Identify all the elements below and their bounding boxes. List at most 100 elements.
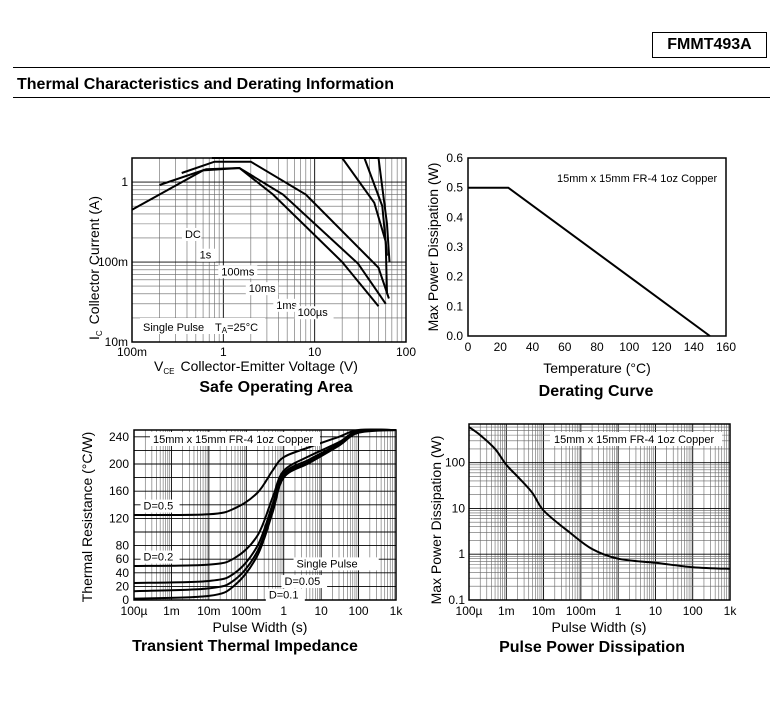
tti-x-axis-label: Pulse Width (s) [213, 619, 308, 635]
soa-series-label: 100µs [298, 307, 329, 319]
derating-x-tick-label: 100 [619, 340, 639, 354]
derating-x-tick-label: 60 [558, 340, 572, 354]
tti-series-label: D=0.05 [285, 576, 321, 588]
tti-series-label-bg [140, 550, 180, 564]
tti-y-tick-label: 160 [109, 484, 129, 498]
soa-y-axis-label: IC Collector Current (A) [86, 196, 104, 340]
soa-series-label-bg [245, 282, 279, 296]
soa-annotation-ta-val: =25°C [227, 322, 258, 334]
tti-y-tick-label: 40 [116, 566, 130, 580]
soa-x-axis-label-sub: CE [163, 367, 174, 376]
header-rule-bottom [13, 97, 770, 98]
soa-series-label: 1ms [276, 300, 297, 312]
soa-series-label: 100ms [221, 266, 255, 278]
tti-series-label-bg [281, 575, 328, 589]
plot-frame [467, 157, 727, 337]
tti-x-tick-label: 1m [163, 604, 180, 618]
tti-x-tick-label: 100µ [121, 604, 148, 618]
soa-x-axis-label-rest: Collector-Emitter Voltage (V) [180, 358, 357, 374]
tti-x-tick-label: 1k [390, 604, 404, 618]
soa-series-label-bg [273, 298, 300, 312]
tti-series-label: D=0.1 [269, 590, 299, 602]
soa-series-label-bg [218, 265, 258, 279]
ppd-annotation: 15mm x 15mm FR-4 1oz Copper [554, 434, 714, 446]
tti-y-tick-label: 20 [116, 579, 130, 593]
tti-series-line [133, 429, 397, 600]
ppd-x-tick-label: 10m [532, 604, 555, 618]
tti-x-tick-label: 100m [231, 604, 261, 618]
ppd-annotation-bg [550, 432, 722, 446]
soa-series-line [159, 166, 387, 305]
part-number-box: FMMT493A [652, 32, 767, 58]
header-rule-top [13, 67, 770, 68]
ppd-x-tick-label: 1k [724, 604, 738, 618]
soa-y-tick-label: 10m [105, 335, 128, 349]
derating-annotation: 15mm x 15mm FR-4 1oz Copper [557, 173, 717, 185]
soa-x-tick-label: 10 [308, 345, 322, 359]
soa-series-label: 10ms [249, 283, 276, 295]
soa-y-tick-label: 1 [121, 175, 128, 189]
tti-x-tick-label: 10 [314, 604, 328, 618]
ppd-line [468, 426, 731, 570]
soa-annotation-bg [140, 318, 265, 334]
derating-x-tick-label: 120 [651, 340, 671, 354]
tti-series-label: D=0.5 [144, 501, 174, 513]
part-number: FMMT493A [667, 36, 752, 53]
ppd-x-tick-label: 100µ [456, 604, 483, 618]
derating-y-tick-label: 0.0 [446, 329, 463, 343]
plot-frame [468, 423, 731, 601]
tti-x-tick-label: 10m [197, 604, 220, 618]
soa-x-tick-label: 1 [220, 345, 227, 359]
derating-x-tick-label: 20 [494, 340, 508, 354]
ppd-y-tick-label: 10 [452, 501, 466, 515]
tti-y-tick-label: 240 [109, 430, 129, 444]
derating-x-tick-label: 40 [526, 340, 540, 354]
soa-x-tick-label: 100 [396, 345, 416, 359]
derating-y-tick-label: 0.1 [446, 299, 463, 313]
tti-y-tick-label: 60 [116, 552, 130, 566]
soa-annotation-ta-sub: A [222, 326, 228, 335]
soa-title: Safe Operating Area [199, 379, 352, 396]
derating-line [468, 186, 711, 337]
derating-y-tick-label: 0.4 [446, 210, 463, 224]
soa-series-line [294, 157, 391, 263]
ppd-x-tick-label: 100 [683, 604, 703, 618]
derating-y-tick-label: 0.5 [446, 181, 463, 195]
derating-y-tick-label: 0.6 [446, 151, 463, 165]
tti-y-tick-label: 80 [116, 539, 130, 553]
soa-series-line [181, 160, 390, 299]
derating-x-tick-label: 140 [684, 340, 704, 354]
tti-series-label-bg [140, 499, 180, 513]
soa-series-label-bg [181, 227, 202, 241]
tti-x-tick-label: 100 [349, 604, 369, 618]
tti-annotation-bg [150, 432, 320, 446]
soa-y-axis-label-rest: Collector Current (A) [86, 196, 102, 324]
ppd-y-tick-label: 0.1 [448, 593, 465, 607]
ppd-x-tick-label: 1m [498, 604, 515, 618]
ppd-y-tick-label: 100 [445, 456, 465, 470]
ppd-x-axis-label: Pulse Width (s) [552, 619, 647, 635]
tti-series-label: Single Pulse [297, 558, 358, 570]
ppd-x-tick-label: 1 [615, 604, 622, 618]
tti-series-label: D=0.2 [144, 552, 174, 564]
soa-y-axis-label-sub: C [95, 330, 104, 336]
derating-title: Derating Curve [539, 383, 654, 400]
tti-x-tick-label: 1 [280, 604, 287, 618]
derating-y-axis-label: Max Power Dissipation (W) [425, 163, 441, 332]
tti-y-axis-label: Thermal Resistance (°C/W) [79, 432, 95, 603]
derating-y-tick-label: 0.2 [446, 270, 463, 284]
soa-y-axis-label-prefix: I [86, 336, 102, 340]
ppd-x-tick-label: 10 [649, 604, 663, 618]
soa-x-axis-label: VCE Collector-Emitter Voltage (V) [154, 358, 358, 376]
soa-series-label: DC [185, 229, 201, 241]
tti-series-label-bg [293, 557, 379, 571]
section-title: Thermal Characteristics and Derating Inf… [17, 76, 394, 93]
tti-series-label-bg [265, 588, 305, 602]
tti-y-tick-label: 120 [109, 511, 129, 525]
derating-x-tick-label: 160 [716, 340, 736, 354]
ppd-x-tick-label: 100m [566, 604, 596, 618]
ppd-title: Pulse Power Dissipation [499, 639, 685, 656]
soa-y-tick-label: 100m [98, 255, 128, 269]
tti-y-tick-label: 200 [109, 457, 129, 471]
ppd-y-tick-label: 1 [458, 547, 465, 561]
